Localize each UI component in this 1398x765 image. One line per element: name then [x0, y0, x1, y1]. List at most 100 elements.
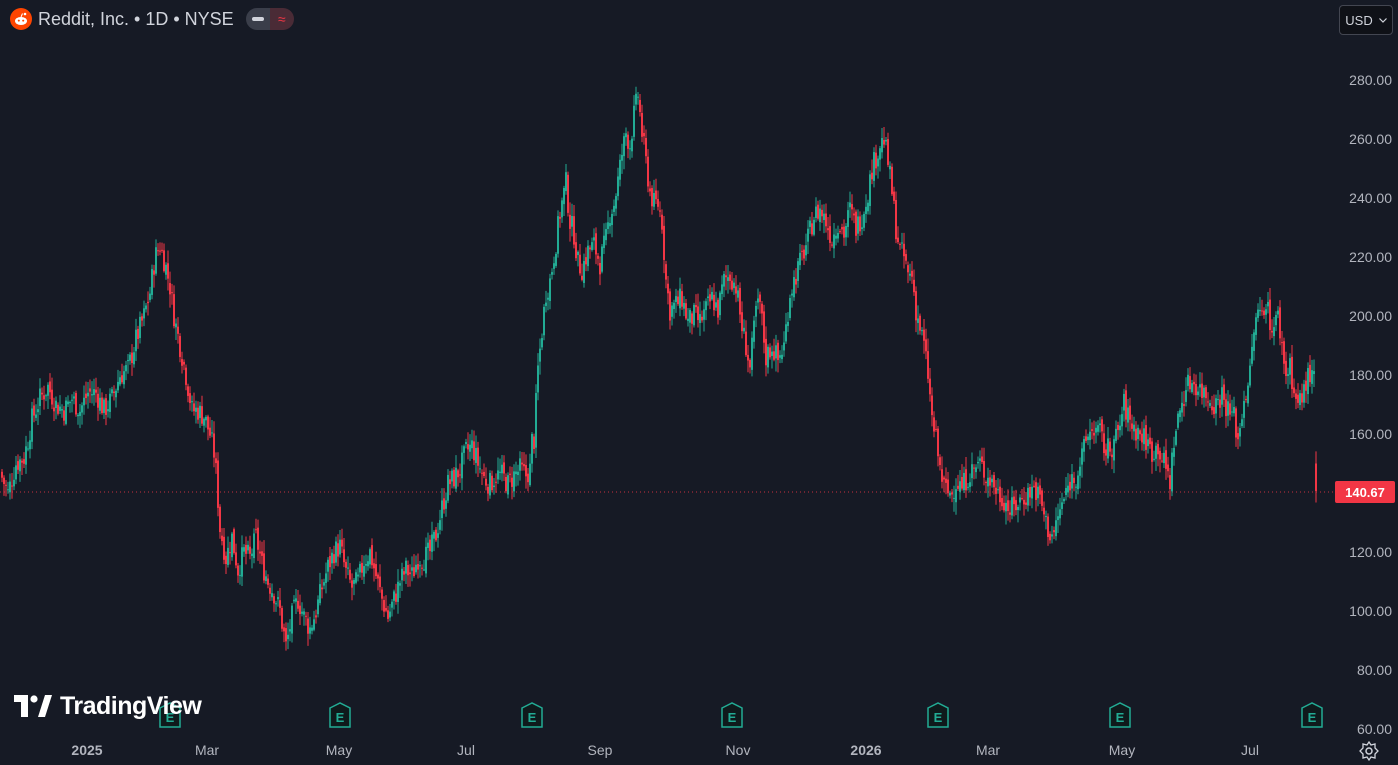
candle-body: [1087, 436, 1089, 441]
candle-body: [1307, 368, 1309, 395]
candle-body: [885, 139, 887, 142]
candle-body: [209, 427, 211, 436]
candle-body: [405, 560, 407, 574]
candle-body: [819, 208, 821, 223]
price-axis-label: 220.00: [1349, 249, 1392, 265]
time-axis[interactable]: 2025 Mar May Jul Sep Nov 2026 Mar May Jul: [71, 742, 1259, 758]
candle-body: [287, 634, 289, 640]
candle-body: [415, 564, 417, 573]
candle-body: [295, 598, 297, 602]
candle-body: [365, 564, 367, 566]
candle-body: [1267, 301, 1269, 307]
candle-body: [1261, 310, 1263, 312]
candle-body: [251, 553, 253, 557]
candle-body: [519, 458, 521, 471]
candle-body: [615, 196, 617, 209]
candle-body: [693, 304, 695, 326]
candle-body: [1115, 428, 1117, 441]
settings-icon[interactable]: [1358, 740, 1380, 762]
earnings-marker[interactable]: E: [927, 702, 949, 728]
candle-body: [867, 202, 869, 212]
candle-body: [1265, 309, 1267, 315]
candle-body: [721, 284, 723, 295]
price-axis-label: 260.00: [1349, 131, 1392, 147]
candle-body: [807, 228, 809, 242]
candle-body: [153, 270, 155, 275]
candle-body: [457, 470, 459, 478]
earnings-marker[interactable]: E: [521, 702, 543, 728]
candle-body: [117, 381, 119, 391]
candle-body: [573, 216, 575, 245]
price-axis-label: 180.00: [1349, 367, 1392, 383]
candle-body: [379, 576, 381, 588]
candle-body: [993, 475, 995, 488]
candle-body: [951, 492, 953, 495]
candle-body: [487, 487, 489, 494]
candle-body: [491, 475, 493, 491]
candle-body: [1207, 401, 1209, 403]
candle-body: [1121, 414, 1123, 427]
candle-body: [243, 547, 245, 552]
approx-icon[interactable]: ≈: [269, 8, 294, 30]
candle-body: [747, 354, 749, 361]
candle-body: [1303, 384, 1305, 403]
candle-body: [765, 338, 767, 366]
candle-body: [643, 132, 645, 137]
currency-selector[interactable]: USD: [1339, 5, 1393, 35]
candle-body: [173, 294, 175, 327]
candle-body: [1105, 449, 1107, 456]
earnings-marker[interactable]: E: [1301, 702, 1323, 728]
candle-body: [611, 213, 613, 226]
candle-body: [349, 569, 351, 580]
candle-body: [443, 498, 445, 510]
candle-body: [263, 553, 265, 581]
price-axis[interactable]: 280.00 260.00 240.00 220.00 200.00 180.00 160.…: [1349, 72, 1392, 737]
candle-body: [239, 574, 241, 576]
candle-body: [949, 492, 951, 496]
candle-body: [199, 405, 201, 418]
earnings-marker[interactable]: E: [1109, 702, 1131, 728]
candle-body: [851, 204, 853, 210]
candle-body: [477, 447, 479, 466]
symbol-title[interactable]: Reddit, Inc. • 1D • NYSE: [38, 8, 234, 29]
earnings-marker-label: E: [528, 710, 537, 725]
candle-body: [25, 446, 27, 465]
candle-body: [343, 549, 345, 563]
candle-body: [383, 600, 385, 612]
candle-body: [1281, 342, 1283, 344]
candle-body: [495, 481, 497, 483]
candle-body: [1187, 374, 1189, 386]
candle-body: [873, 152, 875, 181]
candle-body: [811, 223, 813, 235]
candle-body: [425, 546, 427, 574]
candle-body: [463, 446, 465, 453]
candle-body: [33, 405, 35, 416]
tradingview-watermark[interactable]: TradingView: [14, 690, 202, 722]
candle-body: [845, 226, 847, 238]
earnings-marker[interactable]: E: [721, 702, 743, 728]
candle-body: [785, 324, 787, 342]
earnings-marker[interactable]: E: [329, 702, 351, 728]
candle-body: [67, 401, 69, 405]
candle-body: [201, 406, 203, 424]
candle-body: [97, 393, 99, 408]
candle-body: [177, 326, 179, 334]
candle-body: [361, 562, 363, 573]
minus-icon[interactable]: [245, 8, 270, 30]
candle-body: [1217, 399, 1219, 401]
price-axis-label: 100.00: [1349, 603, 1392, 619]
earnings-marker[interactable]: E: [159, 702, 181, 728]
candle-body: [275, 603, 277, 605]
candle-body: [717, 299, 719, 318]
candle-body: [111, 389, 113, 394]
candle-body: [561, 200, 563, 218]
candle-body: [1027, 487, 1029, 506]
candle-body: [945, 478, 947, 483]
candle-body: [159, 250, 161, 252]
indicator-pill[interactable]: ≈: [245, 8, 294, 30]
candle-body: [139, 316, 141, 339]
candle-body: [941, 469, 943, 482]
candle-body: [1177, 413, 1179, 428]
